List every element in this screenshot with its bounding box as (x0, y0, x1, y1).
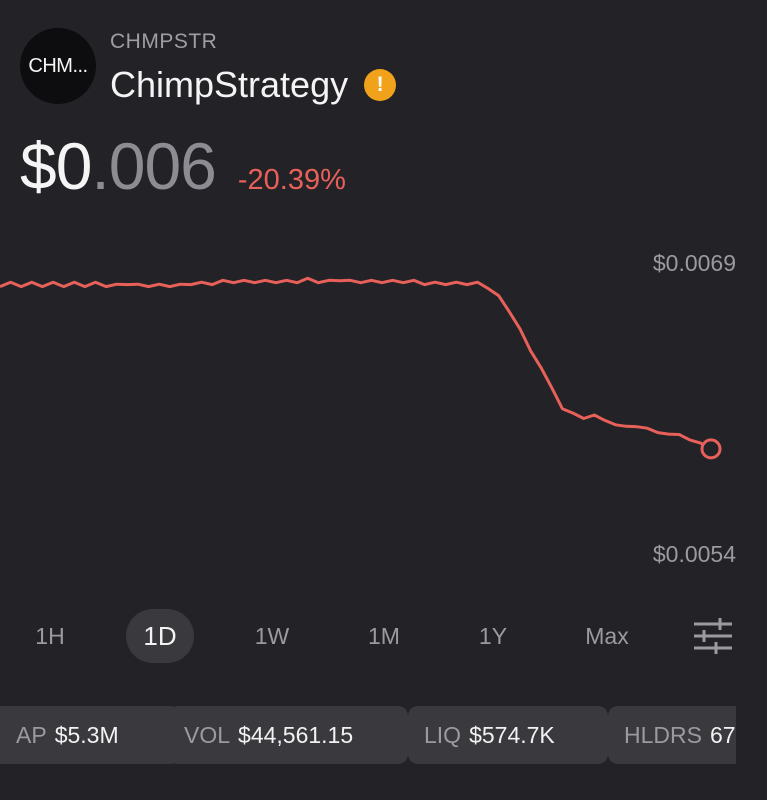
stat-key: HLDRS (624, 721, 702, 748)
range-max[interactable]: Max (585, 622, 629, 649)
token-name-row: ChimpStrategy ! (110, 64, 397, 106)
price-chart-svg: $0.0069 $0.0054 (0, 250, 736, 567)
range-1w[interactable]: 1W (254, 622, 290, 649)
token-logo: CHM... (20, 28, 96, 104)
stat-pill-holders[interactable]: HLDRS 67 (608, 706, 736, 764)
warning-icon[interactable]: ! (364, 69, 397, 101)
price-chart[interactable]: $0.0069 $0.0054 (0, 240, 767, 585)
price-main: $0 (20, 129, 92, 203)
current-price-marker (700, 438, 722, 460)
range-1d[interactable]: 1D (126, 609, 194, 663)
stat-value: $574.7K (469, 721, 555, 748)
token-name: ChimpStrategy (110, 64, 349, 105)
stat-value: $5.3M (54, 721, 119, 748)
price-row: $0 .006 -20.39% (20, 128, 346, 204)
stat-key: AP (16, 721, 47, 748)
stat-pill-liq[interactable]: LIQ $574.7K (408, 706, 608, 764)
stats-bar: AP $5.3M VOL $44,561.15 LIQ $574.7K HLDR… (0, 706, 736, 764)
stat-key: LIQ (424, 721, 462, 748)
stat-pill-mcap[interactable]: AP $5.3M (0, 706, 180, 764)
stat-value: $44,561.15 (238, 721, 354, 748)
price-decimals: .006 (91, 129, 216, 203)
stat-key: VOL (184, 721, 231, 748)
stat-value: 67 (709, 721, 736, 748)
token-ticker: CHMPSTR (110, 30, 218, 53)
price-line (0, 276, 712, 451)
range-1y[interactable]: 1Y (478, 622, 508, 649)
stat-pill-vol[interactable]: VOL $44,561.15 (168, 706, 408, 764)
sliders-icon[interactable] (692, 617, 734, 655)
y-axis-low-label: $0.0054 (653, 541, 736, 567)
sliders-icon-svg (694, 618, 732, 654)
time-range-selector: 1H 1D 1W 1M 1Y Max (0, 605, 767, 665)
range-1m[interactable]: 1M (368, 622, 400, 649)
range-1h[interactable]: 1H (35, 622, 65, 649)
y-axis-high-label: $0.0069 (653, 250, 736, 276)
price-change: -20.39% (237, 164, 346, 196)
